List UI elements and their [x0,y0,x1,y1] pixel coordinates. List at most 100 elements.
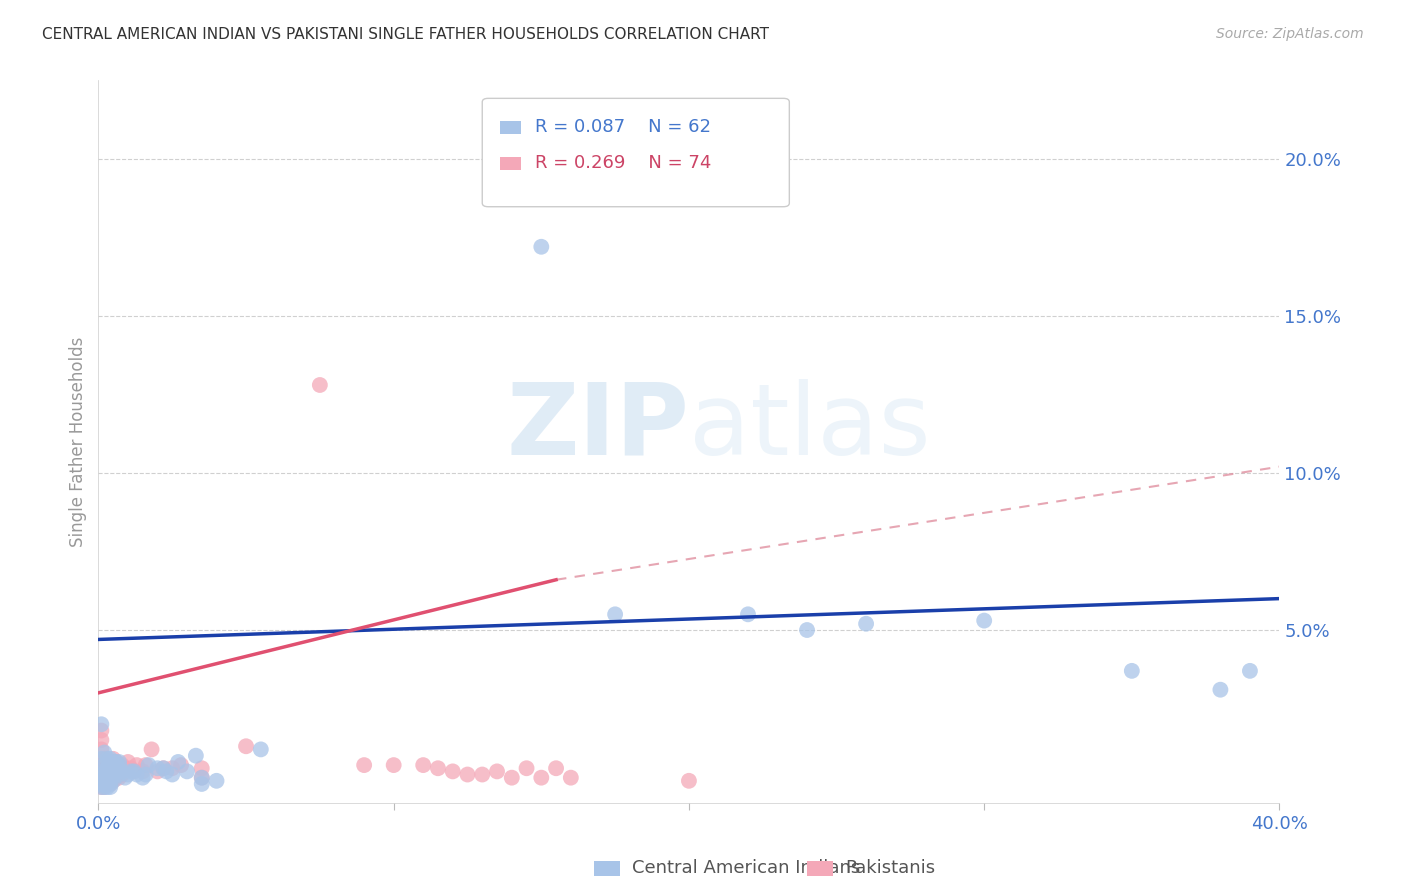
Point [96,771,118,785]
Bar [501,120,522,134]
FancyBboxPatch shape [482,98,789,207]
Point [98,764,121,779]
Point [93,764,115,779]
Point [382,758,405,772]
Point [191,771,214,785]
Point [105,771,128,785]
Point [457,767,479,781]
Point [560,771,582,785]
Point [93,767,115,781]
Point [427,761,450,775]
Y-axis label: Single Father Households: Single Father Households [69,336,87,547]
Point [98,771,121,785]
Point [516,761,538,775]
Point [90,767,112,781]
Point [90,771,112,785]
Point [103,752,125,766]
Point [96,780,118,794]
Point [120,764,142,779]
Point [135,767,157,781]
Point [796,623,818,637]
Point [111,764,134,779]
Text: ZIP: ZIP [506,378,689,475]
Point [111,767,134,781]
Point [90,717,112,731]
Point [191,771,214,785]
Point [152,761,174,775]
Point [1209,682,1232,697]
Point [141,742,163,756]
Point [98,780,121,794]
Point [114,771,136,785]
Point [96,761,118,775]
Point [103,755,125,769]
Point [93,758,115,772]
Point [90,723,112,738]
Point [155,764,177,779]
Point [162,761,183,775]
Point [353,758,375,772]
Text: R = 0.269    N = 74: R = 0.269 N = 74 [536,154,711,172]
Point [105,755,128,769]
Point [93,773,115,788]
Text: Pakistanis: Pakistanis [845,859,935,877]
Point [546,761,568,775]
Point [98,752,121,766]
Point [108,755,131,769]
Bar [501,157,522,169]
Point [103,771,125,785]
Point [96,764,118,779]
Point [132,771,155,785]
Point [90,742,112,756]
Point [98,755,121,769]
Point [90,777,112,791]
Point [96,777,118,791]
Bar [807,861,832,877]
Point [108,767,131,781]
Point [98,767,121,781]
Point [93,746,115,760]
Point [162,767,183,781]
Point [167,755,190,769]
Point [737,607,759,622]
Point [235,739,257,754]
Point [90,780,112,794]
Point [122,764,145,779]
Point [205,773,228,788]
Point [90,767,112,781]
Point [486,764,509,779]
Point [98,773,121,788]
Point [108,771,131,785]
Point [96,764,118,779]
Point [90,733,112,747]
Point [191,777,214,791]
Point [170,758,193,772]
Point [105,758,128,772]
Point [93,752,115,766]
Point [501,771,523,785]
Point [973,614,995,628]
Point [135,758,157,772]
Point [105,764,128,779]
Point [98,777,121,791]
Text: Central American Indians: Central American Indians [633,859,860,877]
Point [120,761,142,775]
Point [441,764,464,779]
Point [90,758,112,772]
Text: Source: ZipAtlas.com: Source: ZipAtlas.com [1216,27,1364,41]
Point [90,780,112,794]
Point [93,780,115,794]
Point [90,755,112,769]
Point [176,764,198,779]
Point [1121,664,1143,678]
Point [96,755,118,769]
Point [90,773,112,788]
Point [471,767,494,781]
Point [98,767,121,781]
Point [678,773,700,788]
Text: R = 0.087    N = 62: R = 0.087 N = 62 [536,119,711,136]
Point [125,758,148,772]
Point [103,767,125,781]
Point [98,758,121,772]
Point [103,773,125,788]
